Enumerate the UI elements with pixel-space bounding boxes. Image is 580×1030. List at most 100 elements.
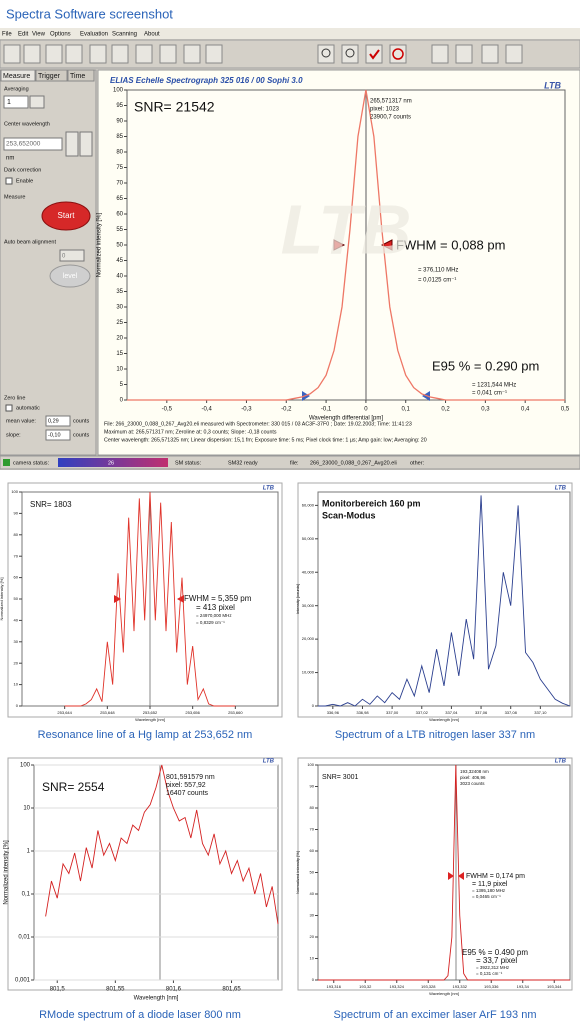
panel-text: counts xyxy=(73,418,89,424)
tool-button[interactable] xyxy=(455,44,473,64)
tab[interactable] xyxy=(35,69,68,82)
panel-text: 1 xyxy=(7,99,11,106)
tool-button[interactable] xyxy=(159,44,177,64)
x-tick-label: 337,10 xyxy=(534,710,547,715)
tab[interactable] xyxy=(67,69,95,82)
menu-item[interactable]: About xyxy=(144,32,160,38)
y-tick-label: 60,000 xyxy=(302,502,315,507)
info-line: Maximum at: 265,571317 nm; Zeroline at: … xyxy=(104,429,277,435)
annotation: 265,571317 nm xyxy=(370,99,412,105)
tool-button[interactable] xyxy=(111,44,129,64)
spin-button[interactable] xyxy=(29,95,45,109)
menu-item[interactable]: Scanning xyxy=(112,32,137,38)
chart-frame xyxy=(297,482,573,718)
status-text: camera status: xyxy=(13,460,50,466)
y-tick-label: 10 xyxy=(14,682,19,687)
spin-button[interactable] xyxy=(79,131,93,157)
y-tick-label: 30 xyxy=(14,639,19,644)
input-box[interactable] xyxy=(3,137,63,151)
menu-item[interactable]: File xyxy=(2,32,12,38)
tool-button[interactable] xyxy=(431,44,449,64)
tab[interactable] xyxy=(0,69,36,82)
status-text: file: xyxy=(290,460,299,466)
tool-button[interactable] xyxy=(317,44,335,64)
spin-button[interactable] xyxy=(65,131,79,157)
caption: Spectrum of a LTB nitrogen laser 337 nm xyxy=(335,729,535,741)
menu-item[interactable]: View xyxy=(32,32,46,38)
x-axis-label: Wavelength [nm] xyxy=(429,717,459,722)
tool-button[interactable] xyxy=(505,44,523,64)
start-button[interactable] xyxy=(41,201,91,231)
x-tick-label: 193,316 xyxy=(327,984,342,989)
x-tick-label: -0,4 xyxy=(201,407,212,413)
x-tick-label: -0,5 xyxy=(162,407,173,413)
x-tick-label: 253,656 xyxy=(185,710,200,715)
y-tick-label: 100 xyxy=(307,762,314,767)
x-axis-label: Wavelength [nm] xyxy=(429,991,459,996)
tool-button[interactable] xyxy=(205,44,223,64)
chart-title: ELIAS Echelle Spectrograph 325 016 / 00 … xyxy=(110,76,303,85)
x-tick-label: 253,648 xyxy=(100,710,115,715)
annotation: SNR= 1803 xyxy=(30,500,72,509)
tool-button[interactable] xyxy=(135,44,153,64)
tool-button[interactable] xyxy=(481,44,499,64)
y-tick-label: 10 xyxy=(116,367,123,373)
x-tick-label: 0,3 xyxy=(481,407,490,413)
y-tick-label: 70 xyxy=(116,181,123,187)
y-axis-label: Intensity [counts] xyxy=(295,584,300,614)
y-tick-label: 45 xyxy=(116,258,123,264)
spectrum-line xyxy=(127,89,565,401)
camera-bar xyxy=(58,458,168,467)
annotation: Scan-Modus xyxy=(322,510,376,520)
tool-button[interactable] xyxy=(389,44,407,64)
y-tick-label: 60 xyxy=(310,848,315,853)
logo: LTB xyxy=(555,486,567,492)
checkbox[interactable] xyxy=(5,177,13,185)
annotation: 193,32408 nm xyxy=(460,769,489,774)
tab-label: Time xyxy=(70,73,85,80)
checkbox[interactable] xyxy=(5,404,13,412)
tab-label: Trigger xyxy=(38,73,61,80)
y-tick-label: 80 xyxy=(310,805,315,810)
y-tick-label: 10 xyxy=(310,956,315,961)
tool-button[interactable] xyxy=(341,44,359,64)
x-axis-label: Wavelength differential [pm] xyxy=(309,416,383,422)
input-box[interactable] xyxy=(45,415,71,427)
caption: Resonance line of a Hg lamp at 253,652 n… xyxy=(38,729,253,741)
tool-button[interactable] xyxy=(365,44,383,64)
y-tick-label: 70 xyxy=(14,553,19,558)
y-tick-label: 40 xyxy=(116,274,123,280)
fwhm-marker xyxy=(333,239,346,251)
y-tick-label: 20 xyxy=(116,336,123,342)
annotation: SNR= 3001 xyxy=(322,774,358,781)
level-button[interactable] xyxy=(49,264,91,288)
fwhm-marker xyxy=(458,872,464,880)
y-tick-label: 50 xyxy=(116,243,123,249)
tool-button[interactable] xyxy=(23,44,41,64)
logo: LTB xyxy=(555,759,567,765)
fwhm-marker xyxy=(380,239,393,251)
y-tick-label: 40,000 xyxy=(302,569,315,574)
tool-button[interactable] xyxy=(89,44,107,64)
y-tick-label: 0 xyxy=(312,977,315,982)
y-tick-label: 50 xyxy=(310,870,315,875)
menu-item[interactable]: Edit xyxy=(18,32,29,38)
tool-button[interactable] xyxy=(65,44,83,64)
tool-button[interactable] xyxy=(45,44,63,64)
x-tick-label: 0,4 xyxy=(521,407,530,413)
input-box[interactable] xyxy=(59,249,85,262)
menu-item[interactable]: Options xyxy=(50,32,71,38)
stop-icon xyxy=(392,48,404,60)
input-box[interactable] xyxy=(3,95,29,109)
y-tick-label: 95 xyxy=(116,103,123,109)
x-axis-label: Wavelength [nm] xyxy=(135,717,165,722)
x-tick-label: 337,08 xyxy=(505,710,518,715)
tool-button[interactable] xyxy=(183,44,201,64)
panel-text: Start xyxy=(58,211,76,220)
input-box[interactable] xyxy=(45,429,71,441)
tool-button[interactable] xyxy=(3,44,21,64)
x-tick-label: 337,04 xyxy=(445,710,458,715)
x-tick-label: 193,336 xyxy=(484,984,499,989)
menu-item[interactable]: Evaluation xyxy=(80,32,108,38)
